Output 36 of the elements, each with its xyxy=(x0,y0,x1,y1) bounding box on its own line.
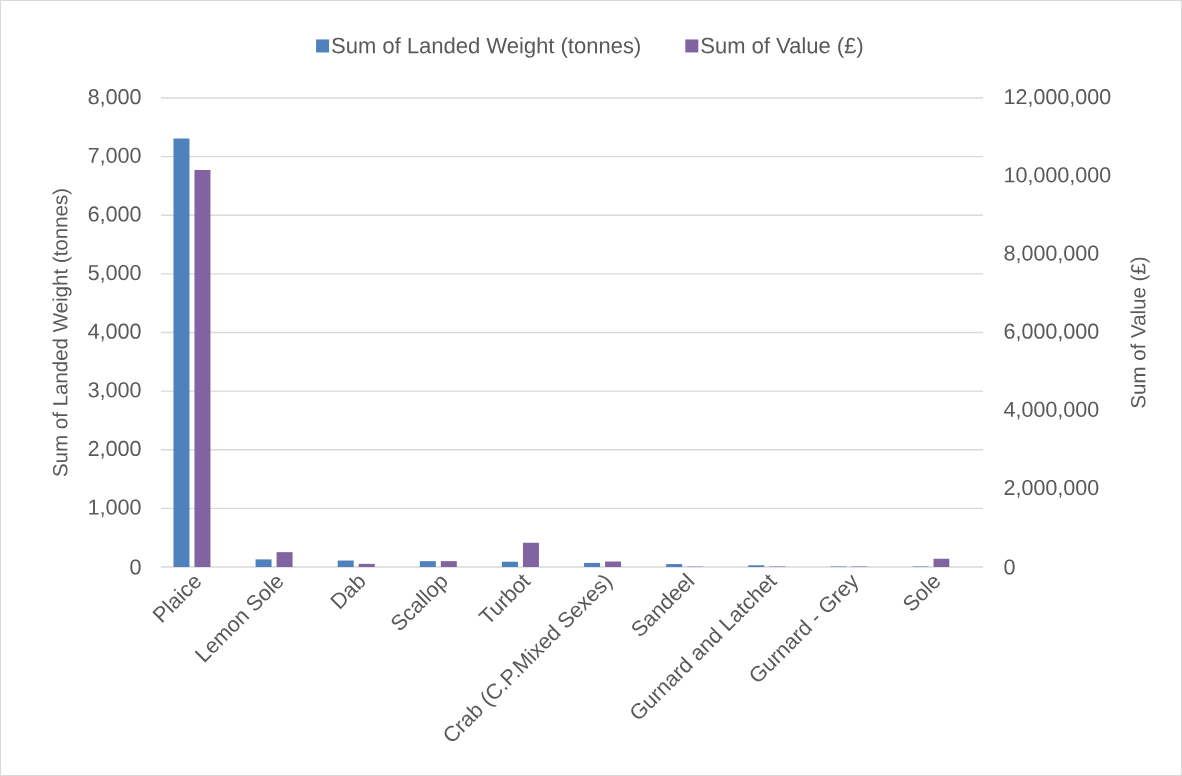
y-tick-label: 1,000 xyxy=(89,499,141,518)
y2-tick-label: 12,000,000 xyxy=(1005,89,1111,107)
bar xyxy=(276,552,293,567)
x-tick-label: Sole xyxy=(903,576,940,611)
bar xyxy=(584,562,601,567)
y-tick-label: 3,000 xyxy=(88,382,141,400)
x-tick-label: Dab xyxy=(330,576,365,610)
y2-tick-label: 0 xyxy=(1004,559,1015,575)
y-tick-label: 6,000 xyxy=(88,206,141,225)
bar xyxy=(933,558,950,567)
y-tick-label: 4,000 xyxy=(88,323,141,342)
y2-tick-label: 8,000,000 xyxy=(1004,245,1099,264)
bar xyxy=(173,138,190,567)
bar xyxy=(358,563,375,567)
y2-tick-label: 10,000,000 xyxy=(1005,167,1111,186)
bar xyxy=(501,561,518,567)
bar xyxy=(666,564,683,567)
y-tick-label: 0 xyxy=(130,559,141,575)
bar xyxy=(522,542,539,567)
bar xyxy=(255,559,272,567)
y2-tick-label: 6,000,000 xyxy=(1004,323,1099,342)
y-tick-label: 7,000 xyxy=(88,147,141,166)
y2-tick-label: 4,000,000 xyxy=(1004,401,1099,420)
y-axis-title: Sum of Landed Weight (tonnes) xyxy=(52,189,72,477)
bar xyxy=(419,561,436,567)
y-tick-label: 8,000 xyxy=(88,89,141,107)
bar xyxy=(440,561,457,567)
y2-tick-label: 2,000,000 xyxy=(1004,479,1099,498)
y-tick-label: 2,000 xyxy=(88,440,141,459)
legend-label: Sum of Landed Weight (tonnes) xyxy=(332,37,640,58)
bar xyxy=(605,561,622,567)
y2-axis-title: Sum of Value (£) xyxy=(1130,257,1150,408)
y-tick-label: 5,000 xyxy=(88,265,141,283)
bar xyxy=(194,169,211,567)
bar xyxy=(337,560,354,567)
legend-label: Sum of Value (£) xyxy=(701,37,863,58)
